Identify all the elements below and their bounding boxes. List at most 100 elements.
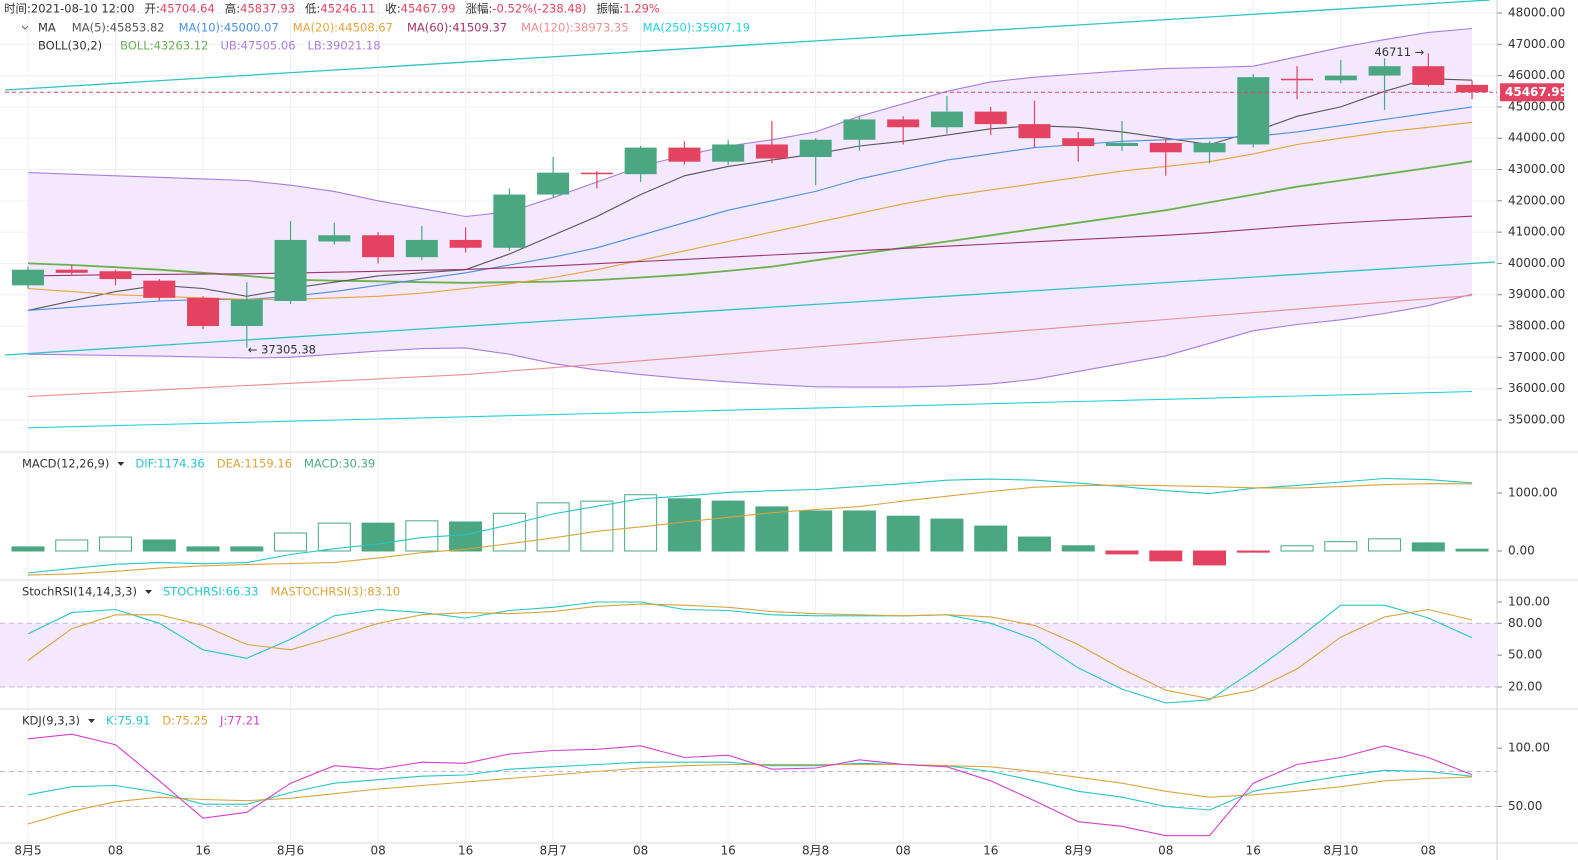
candle-body [143,280,176,298]
info-value: 45246.11 [320,2,375,16]
macd-bar [317,522,351,552]
trend-line [4,261,1496,356]
y-tick-label: 1000.00 [1508,485,1558,499]
macd-bar [1368,538,1402,552]
macd-bar [361,522,395,552]
candle-body [1412,66,1445,85]
info-value: -0.52%(-238.48) [492,2,586,16]
y-tick-label: 37000.00 [1508,350,1565,364]
candle-body [1368,66,1401,76]
candle-body [493,194,526,248]
boll-line [27,293,1473,388]
x-tick-label: 16 [1246,844,1261,858]
legend-entry: BOLL:43263.12 [120,39,208,53]
y-tick-label: 48000.00 [1508,5,1565,19]
ma-line [27,78,1473,311]
ma-line [27,295,1473,398]
x-tick-label: 08 [370,844,385,858]
last-price-box [1500,83,1564,102]
info-label: 低: [305,2,320,16]
candle-body [1324,75,1357,81]
candle-body [274,239,307,301]
candle-body [318,235,351,242]
macd-bar [580,500,614,552]
macd-bar [274,532,308,552]
x-tick-label: 16 [721,844,736,858]
low-annotation: ← 37305.38 [248,342,316,356]
x-tick-label: 8月9 [1065,844,1092,858]
x-tick-label: 8月6 [277,844,304,858]
y-tick-label: 42000.00 [1508,193,1565,207]
y-tick-label: 47000.00 [1508,37,1565,51]
y-tick-label: 100.00 [1508,595,1550,609]
y-tick-label: 20.00 [1508,680,1542,694]
y-tick-label: 38000.00 [1508,319,1565,333]
candle-body [362,235,395,258]
candle-body [580,172,613,175]
legend-entry: K:75.91 [106,714,150,728]
macd-bar [1149,550,1183,562]
info-label: 开: [145,2,160,16]
candle-body [1281,78,1314,81]
macd-bar [842,510,876,552]
macd-bar [1411,542,1445,552]
candle-body [230,299,263,327]
macd-bar [1105,550,1139,555]
ma-line [27,121,1473,300]
boll-band [28,28,1473,388]
x-tick-label: 8月8 [802,844,829,858]
legend-entry: MASTOCHRSI(3):83.10 [271,585,401,599]
x-tick-label: 08 [108,844,123,858]
candle-body [1237,77,1270,145]
y-tick-label: 35000.00 [1508,412,1565,426]
y-tick-label: 41000.00 [1508,225,1565,239]
macd-bar [974,525,1008,552]
legend-entry: UB:47505.06 [220,39,295,53]
candle-body [712,144,745,162]
candle-body [449,239,482,248]
boll-line [27,160,1473,284]
candle-body [843,119,876,140]
candle-body [668,147,701,162]
x-tick-label: 08 [896,844,911,858]
y-tick-label: 45000.00 [1508,99,1565,113]
candle-body [930,111,963,128]
macd-bar [230,546,264,552]
macd-bar [99,536,133,552]
y-tick-label: 0.00 [1508,543,1535,557]
legend-entry: MA(60):41509.37 [407,21,507,35]
legend-entry: MA(120):38973.35 [521,21,628,35]
trend-line [4,0,1491,91]
info-value: 45837.93 [240,2,295,16]
macd-bar [930,518,964,552]
indicator-line [27,483,1473,576]
info-value: 2021-08-10 12:00 [31,2,135,16]
boll-line [27,27,1473,218]
macd-bar [405,520,439,552]
macd-bar [711,500,745,552]
macd-bar [1193,550,1227,566]
macd-bar [1061,545,1095,552]
candle-body [1193,142,1226,153]
info-label: 振幅: [596,2,623,16]
indicator-line [27,733,1473,837]
ma-title: MA [38,21,56,35]
macd-bar [624,494,658,552]
candle-body [1149,142,1182,153]
indicator-title: KDJ(9,3,3) [22,714,80,728]
candle-body [55,269,88,273]
y-tick-label: 40000.00 [1508,256,1565,270]
macd-bar [536,502,570,552]
candle-body [755,144,788,159]
legend-entry: LB:39021.18 [308,39,381,53]
candle-body [12,269,44,286]
indicator-title: StochRSI(14,14,3,3) [22,585,137,599]
macd-bar [799,510,833,552]
legend-entry: MA(5):45853.82 [72,21,165,35]
indicator-line [27,601,1473,704]
y-tick-label: 43000.00 [1508,162,1565,176]
macd-bar [449,521,483,552]
info-value: 1.29% [623,2,660,16]
x-tick-label: 8月10 [1323,844,1358,858]
